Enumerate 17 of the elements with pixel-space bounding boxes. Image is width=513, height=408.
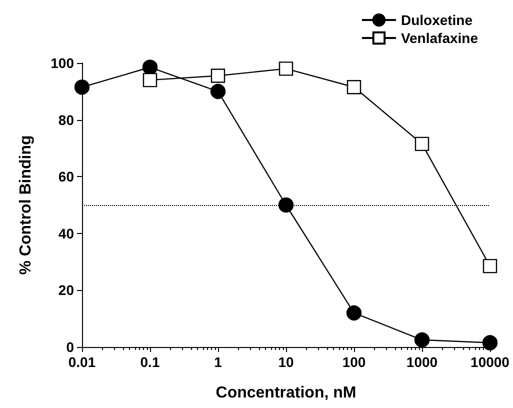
y-tick-label: 100 <box>50 55 74 71</box>
y-tick-label: 20 <box>58 282 74 298</box>
x-tick-label: 0.1 <box>140 354 160 370</box>
x-tick-label: 1000 <box>406 354 438 370</box>
x-tick-label: 1 <box>214 354 222 370</box>
y-axis-title: % Control Binding <box>18 135 34 275</box>
y-tick-label: 60 <box>58 168 74 185</box>
x-tick-label: 10000 <box>470 354 510 370</box>
legend-label: Duloxetine <box>400 12 473 28</box>
y-tick-label: 40 <box>58 225 74 242</box>
x-axis-title: Concentration, nM <box>216 384 356 402</box>
legend-label: Venlafaxine <box>400 30 478 46</box>
x-tick-label: 100 <box>342 354 366 370</box>
x-tick-label: 0.01 <box>68 354 96 370</box>
y-tick-label: 80 <box>58 112 74 128</box>
y-tick-label: 0 <box>66 339 74 355</box>
x-tick-label: 10 <box>278 354 294 370</box>
